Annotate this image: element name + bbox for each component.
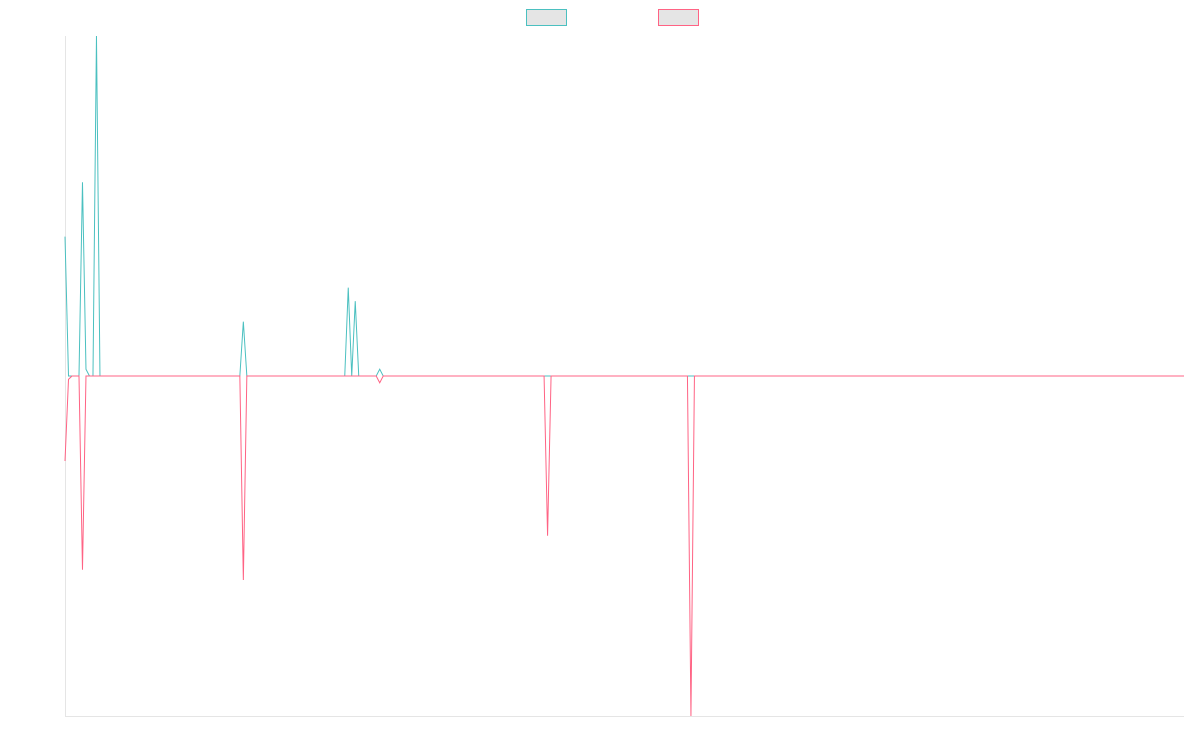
legend-swatch-2[interactable] — [658, 9, 699, 26]
series-line-1 — [64, 35, 1184, 377]
series-line-2 — [64, 375, 1184, 717]
legend-swatch-1[interactable] — [526, 9, 567, 26]
legend[interactable] — [526, 9, 699, 26]
series-group — [64, 35, 1184, 717]
